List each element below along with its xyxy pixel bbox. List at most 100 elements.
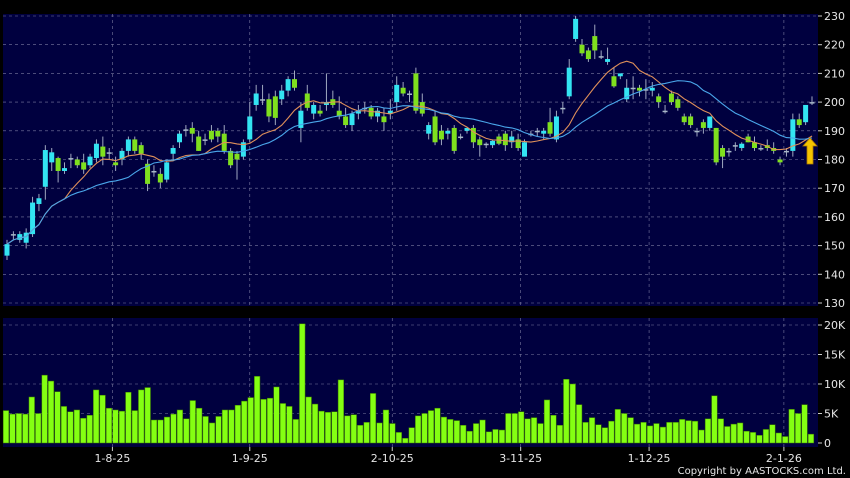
candle: [215, 127, 221, 143]
candle: [202, 133, 208, 146]
volume-bar: [176, 409, 183, 444]
volume-bar: [286, 406, 293, 444]
candle-body: [585, 50, 591, 60]
candle-body: [253, 93, 259, 105]
candle: [292, 70, 297, 91]
candle: [720, 145, 726, 169]
volume-bar: [382, 409, 390, 444]
candle-body: [681, 116, 687, 123]
candle: [560, 102, 566, 114]
candle: [451, 125, 457, 154]
candle-body: [279, 90, 285, 100]
candle: [752, 136, 757, 151]
volume-bar: [653, 423, 660, 444]
candle-body: [189, 127, 195, 134]
volume-bar: [640, 422, 647, 444]
volume-bar: [324, 412, 332, 444]
candle-body: [630, 87, 636, 90]
candle-body: [611, 76, 617, 87]
candle: [375, 107, 381, 123]
candle-body: [292, 79, 297, 88]
volume-bar: [440, 416, 447, 444]
volume-bar: [22, 413, 29, 444]
candle: [534, 127, 540, 137]
candle-body: [100, 146, 106, 157]
candle: [732, 142, 738, 151]
volume-bar: [54, 391, 61, 444]
candle-body: [668, 93, 674, 103]
candle: [598, 50, 604, 60]
candle-body: [49, 152, 55, 163]
candle: [713, 127, 719, 166]
candle: [611, 67, 617, 88]
candle: [745, 133, 751, 143]
volume-bar: [588, 417, 596, 444]
volume-bar: [344, 415, 351, 444]
volume-bar: [563, 379, 570, 444]
volume-bar: [666, 422, 673, 444]
candle: [419, 93, 425, 117]
volume-bar: [569, 383, 576, 444]
candle: [700, 119, 706, 134]
volume-bar: [9, 413, 16, 444]
volume-bar: [292, 419, 299, 444]
candle-body: [177, 133, 182, 143]
candle-body: [247, 116, 253, 140]
candle: [317, 104, 323, 117]
volume-bar: [221, 409, 229, 444]
candle: [707, 116, 713, 131]
candle-body: [81, 162, 87, 170]
candle-body: [394, 84, 400, 103]
x-tick-label: 2-10-25: [371, 452, 414, 465]
candle: [617, 73, 623, 80]
volume-bar: [209, 422, 216, 444]
volume-bar: [537, 423, 544, 444]
candle: [208, 125, 214, 143]
candle: [119, 148, 125, 166]
candle: [42, 145, 48, 200]
candle-body: [215, 130, 221, 137]
candle: [138, 142, 144, 160]
volume-bar: [112, 409, 119, 444]
volume-bar: [556, 425, 563, 444]
candle: [145, 159, 151, 192]
volume-bar: [389, 423, 396, 444]
price-tick-label: 200: [824, 96, 845, 109]
candle: [675, 96, 681, 111]
candle-body: [381, 116, 387, 123]
volume-bar: [543, 399, 551, 444]
volume-bar: [80, 417, 87, 444]
candle: [438, 125, 444, 146]
candle-body: [375, 110, 381, 117]
candle-body: [426, 125, 432, 134]
candle: [125, 136, 131, 157]
candle: [426, 122, 432, 140]
volume-bar: [408, 427, 415, 444]
candle-body: [23, 232, 29, 243]
candle: [49, 148, 55, 171]
volume-bar: [131, 410, 138, 444]
candle: [579, 38, 585, 57]
volume-bar: [460, 425, 467, 444]
candle-body: [483, 143, 489, 146]
ma-long-line: [6, 80, 813, 245]
volume-bar: [795, 413, 802, 444]
candle: [694, 127, 700, 137]
x-tick-label: 1-12-25: [628, 452, 671, 465]
candle-body: [343, 116, 349, 126]
price-tick-label: 130: [824, 297, 845, 310]
candle: [349, 110, 355, 131]
x-tick-label: 1-9-25: [232, 452, 268, 465]
candle: [298, 102, 304, 143]
candle: [272, 90, 278, 126]
candle-body: [228, 150, 234, 166]
candle-body: [93, 143, 99, 159]
candle: [585, 47, 591, 62]
candle-body: [534, 130, 540, 133]
candle-body: [573, 18, 579, 39]
candle: [17, 231, 23, 243]
candle-body: [202, 139, 208, 141]
volume-bar: [363, 422, 370, 444]
candle-body: [317, 110, 323, 114]
volume-bar: [769, 424, 776, 444]
